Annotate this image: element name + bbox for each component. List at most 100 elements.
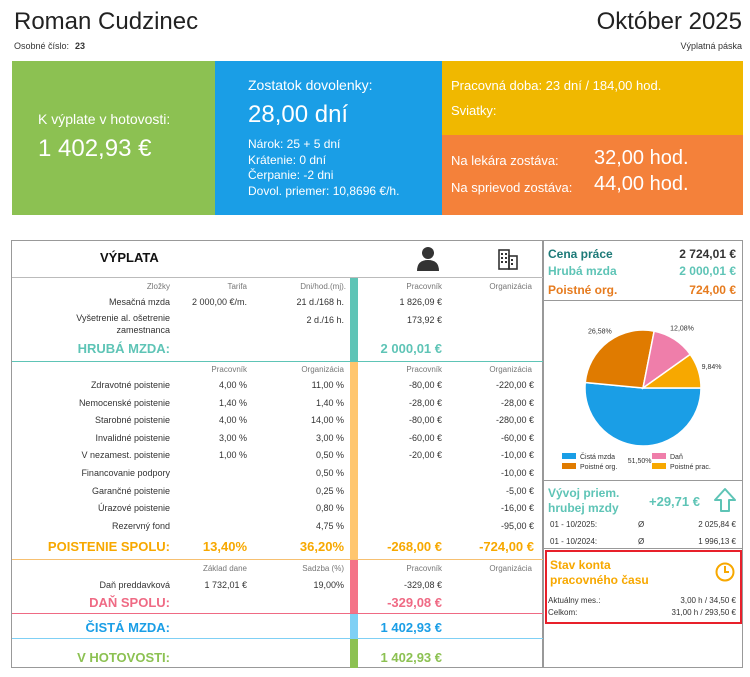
col-header: Pracovník [406, 365, 442, 374]
cash-tile-label: K výplate v hotovosti: [38, 111, 171, 127]
insurance-p2: 0,50 % [315, 450, 344, 461]
insurance-v1: -28,00 € [408, 397, 442, 408]
vacation-details: Nárok: 25 + 5 dní Krátenie: 0 dní Čerpan… [248, 137, 399, 199]
earning-tarif: 2 000,00 €/m. [191, 297, 247, 307]
earning-days: 21 d./168 h. [296, 297, 344, 307]
earning-name-cont: zamestnanca [116, 325, 170, 335]
time-account-value: 3,00 h / 34,50 € [680, 596, 736, 605]
earning-name: Vyšetrenie al. ošetrenie [76, 313, 170, 323]
time-account-value: 31,00 h / 293,50 € [671, 608, 737, 617]
doctor-value: 32,00 hod. [594, 147, 689, 169]
cash-tile: K výplate v hotovosti: 1 402,93 € [12, 61, 215, 215]
divider [544, 300, 742, 301]
pie-slice-1 [584, 329, 656, 389]
insurance-p2: 3,00 % [315, 432, 344, 443]
insurance-v2: -10,00 € [500, 450, 534, 461]
trend-value-row: 1 996,13 € [698, 537, 736, 546]
gross-bar [350, 278, 358, 362]
payslip-panel [11, 240, 543, 668]
legend-swatch [562, 463, 576, 469]
divider [12, 559, 543, 560]
side-ins-label: Poistné org. [548, 283, 618, 297]
time-account-label: Celkom: [548, 608, 578, 617]
pay-period: Október 2025 [596, 8, 742, 35]
earning-emp: 1 826,09 € [399, 297, 442, 307]
doctor-label: Na lekára zostáva: [451, 153, 559, 168]
trend-value: +29,71 € [649, 494, 700, 509]
trend-title-2: hrubej mzdy [548, 501, 619, 515]
insurance-name: Invalidné poistenie [95, 432, 170, 443]
cash-bar [350, 638, 358, 668]
col-header: Sadzba (%) [302, 564, 344, 573]
insurance-name: Starobné poistenie [94, 415, 170, 426]
cash-label: V HOTOVOSTI: [77, 650, 170, 665]
legend-swatch [652, 453, 666, 459]
insurance-v2: -220,00 € [495, 380, 534, 390]
insurance-v1: -80,00 € [408, 415, 442, 426]
escort-value: 44,00 hod. [594, 173, 689, 195]
insurance-total-emp: -268,00 € [387, 539, 442, 554]
insurance-v2: -5,00 € [505, 485, 534, 496]
insurance-total-label: POISTENIE SPOLU: [47, 539, 170, 554]
insurance-name: Garančné poistenie [91, 485, 170, 496]
legend-label: Daň [670, 454, 683, 461]
pie-slice-0 [584, 381, 702, 447]
tax-value: -329,08 € [403, 580, 442, 590]
insurance-name: V nezamest. poistenie [81, 450, 170, 461]
employee-number-label: Osobné číslo: [14, 41, 70, 51]
pie-value-label: 26,58% [588, 328, 612, 335]
vacation-detail: Dovol. priemer: 10,8696 €/h. [248, 183, 400, 198]
insurance-p1: 1,40 % [218, 397, 247, 408]
insurance-p2: 0,25 % [315, 485, 344, 496]
insurance-p1: 1,00 % [218, 450, 247, 461]
insurance-p1: 4,00 % [218, 380, 247, 390]
work-time-line: Pracovná doba: 23 dní / 184,00 hod. [451, 78, 662, 93]
cost-pie-chart: 51,50% 26,58% 12,08% 9,84% Čistá mzda Daň Pois… [562, 326, 722, 471]
insurance-total-org-pct: 36,20% [299, 539, 344, 554]
divider [12, 613, 543, 614]
cash-value: 1 402,93 € [380, 650, 442, 665]
escort-label: Na sprievod zostáva: [451, 180, 573, 195]
col-header: Organizácia [301, 365, 344, 374]
insurance-p1: 3,00 % [218, 432, 247, 443]
net-label: ČISTÁ MZDA: [85, 620, 171, 635]
vacation-detail: Nárok: 25 + 5 dní [248, 137, 341, 151]
col-header: Základ dane [202, 564, 247, 573]
pie-value-label: 12,08% [670, 326, 694, 333]
tax-base: 1 732,01 € [204, 580, 247, 590]
earning-emp: 173,92 € [406, 315, 442, 325]
gross-value: 2 000,01 € [380, 341, 442, 356]
clock-icon [715, 562, 735, 582]
legend-swatch [652, 463, 666, 469]
divider [544, 480, 742, 481]
insurance-v2: -16,00 € [500, 503, 534, 514]
vacation-detail: Čerpanie: -2 dni [248, 168, 334, 182]
tax-total-label: DAŇ SPOLU: [89, 595, 170, 610]
col-header: Organizácia [489, 365, 532, 374]
col-header: Pracovník [406, 564, 442, 573]
tax-bar [350, 560, 358, 613]
col-header: Dni/hod.(mj). [300, 282, 346, 291]
time-account-label: Aktuálny mes.: [548, 596, 601, 605]
insurance-v2: -95,00 € [500, 520, 534, 531]
holidays-line: Sviatky: [451, 103, 497, 118]
insurance-name: Úrazové poistenie [97, 503, 170, 514]
col-header: Organizácia [489, 282, 532, 291]
vacation-label: Zostatok dovolenky: [248, 77, 373, 93]
legend-label: Poistné org. [580, 464, 617, 471]
divider [12, 277, 543, 278]
insurance-bar [350, 362, 358, 560]
insurance-p2: 4,75 % [315, 520, 344, 531]
vacation-detail: Krátenie: 0 dní [248, 152, 327, 167]
employee-number-value: 23 [75, 41, 86, 51]
doctor-tile: Na lekára zostáva: 32,00 hod. Na sprievo… [442, 135, 743, 215]
trend-title: Vývoj priem. [548, 486, 620, 500]
insurance-v1: -20,00 € [408, 450, 442, 461]
insurance-name: Financovanie podpory [81, 468, 170, 478]
organization-icon [498, 249, 518, 270]
vacation-value: 28,00 dní [248, 101, 349, 128]
tax-rate: 19,00% [313, 580, 344, 590]
legend-label: Čistá mzda [580, 452, 615, 461]
col-header: Organizácia [489, 564, 532, 573]
pie-value-label: 51,50% [628, 458, 652, 465]
